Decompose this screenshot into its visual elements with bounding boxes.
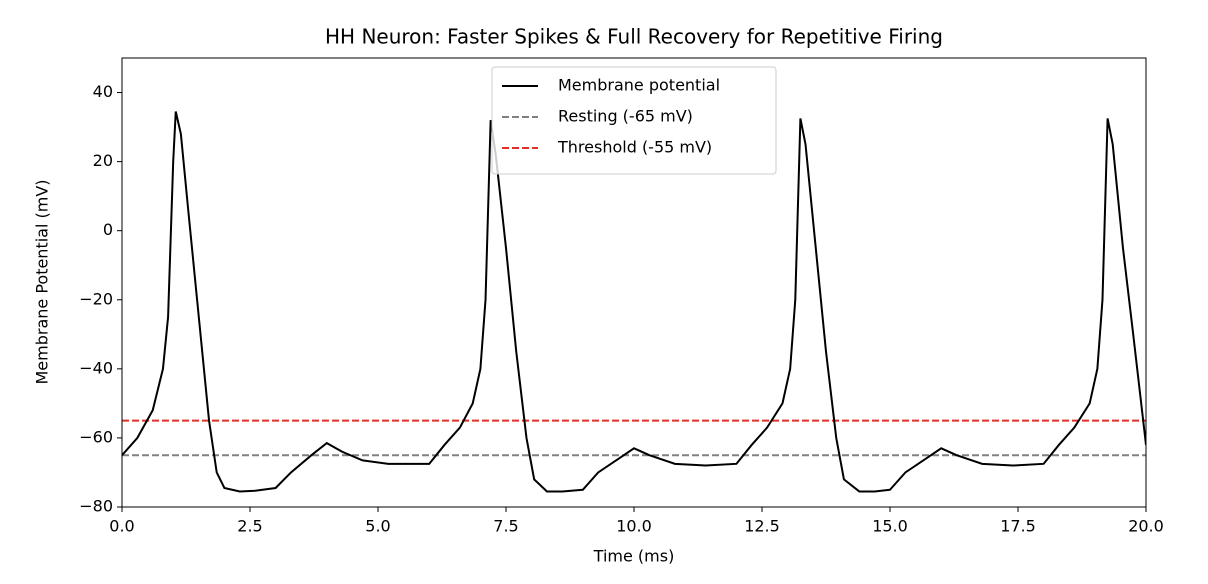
x-tick-label: 17.5 bbox=[1000, 517, 1036, 536]
y-tick-label: −60 bbox=[79, 427, 113, 446]
x-axis-label: Time (ms) bbox=[593, 547, 675, 566]
plot-frame bbox=[121, 57, 1147, 508]
y-tick-label: −40 bbox=[79, 358, 113, 377]
x-tick-label: 0.0 bbox=[109, 517, 134, 536]
chart-title: HH Neuron: Faster Spikes & Full Recovery… bbox=[325, 25, 943, 49]
x-tick-label: 15.0 bbox=[872, 517, 908, 536]
x-tick-label: 20.0 bbox=[1128, 517, 1164, 536]
x-tick-label: 10.0 bbox=[616, 517, 652, 536]
legend-box bbox=[491, 66, 777, 175]
x-tick-label: 5.0 bbox=[365, 517, 390, 536]
legend-label: Threshold (-55 mV) bbox=[557, 138, 712, 157]
legend-label: Resting (-65 mV) bbox=[558, 107, 693, 126]
series-line bbox=[122, 111, 1146, 493]
y-tick-label: 40 bbox=[93, 82, 113, 101]
y-axis-label: Membrane Potential (mV) bbox=[33, 179, 52, 384]
legend-label: Membrane potential bbox=[558, 76, 720, 95]
y-tick-label: −80 bbox=[79, 497, 113, 516]
y-tick-label: 0 bbox=[103, 220, 113, 239]
y-tick-label: 20 bbox=[93, 151, 113, 170]
y-tick-label: −20 bbox=[79, 289, 113, 308]
legend: Membrane potential Resting (-65 mV) Thresh… bbox=[491, 66, 777, 175]
x-tick-label: 7.5 bbox=[493, 517, 518, 536]
x-tick-label: 2.5 bbox=[237, 517, 262, 536]
x-tick-label: 12.5 bbox=[744, 517, 780, 536]
